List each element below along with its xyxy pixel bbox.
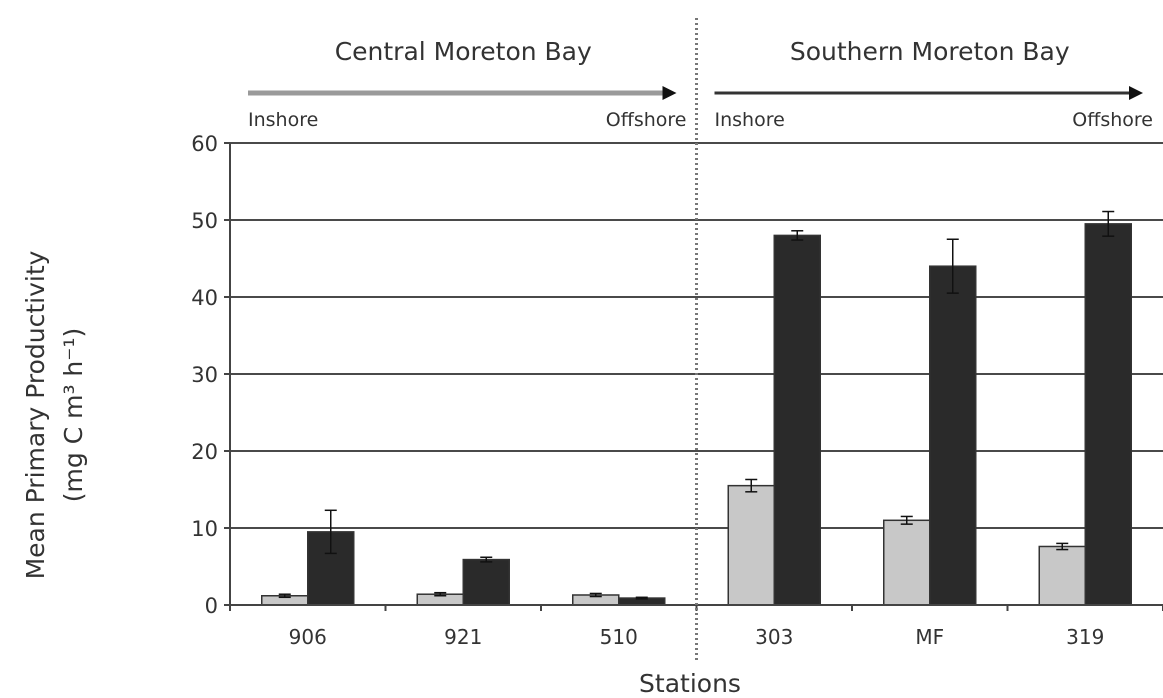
x-tick-label: 906 (289, 625, 327, 649)
x-axis-title: Stations (639, 669, 741, 698)
y-tick-label: 20 (191, 440, 218, 464)
bar-303-s1 (727, 484, 775, 606)
y-tick-label: 0 (205, 594, 218, 618)
y-tick-labels: 0 10 20 30 40 50 60 (191, 132, 230, 618)
arrow-head (1129, 86, 1143, 100)
region-label: Southern Moreton Bay (790, 37, 1070, 66)
region-label: Central Moreton Bay (335, 37, 592, 66)
x-tick-labels: 906 921 510 303 MF 319 (289, 625, 1105, 649)
y-tick-label: 10 (191, 517, 218, 541)
bar-921-s2 (462, 558, 510, 606)
bars (261, 223, 1132, 606)
y-tick-label: 50 (191, 209, 218, 233)
error-bars (278, 210, 1115, 600)
grid-lines (230, 142, 1163, 529)
y-axis-title-line2: (mg C m³ h⁻¹) (59, 328, 88, 502)
offshore-label: Offshore (1072, 109, 1153, 131)
bar-319-s1 (1038, 545, 1086, 606)
x-tick-label: 510 (600, 625, 638, 649)
bar-MF-s2 (929, 265, 977, 606)
x-tick-label: 319 (1066, 625, 1104, 649)
x-tick-label: 921 (444, 625, 482, 649)
bar-MF-s1 (883, 519, 931, 606)
y-axis-title-line1: Mean Primary Productivity (21, 250, 50, 579)
region-annotations: Central Moreton Bay Inshore Offshore Southe… (248, 18, 1153, 662)
x-tick-label: MF (915, 625, 944, 649)
y-tick-label: 30 (191, 363, 218, 387)
bar-303-s2 (773, 234, 821, 606)
x-tick-label: 303 (755, 625, 793, 649)
inshore-label: Inshore (248, 109, 318, 131)
y-tick-label: 40 (191, 286, 218, 310)
inshore-label: Inshore (715, 109, 785, 131)
arrow-head (662, 86, 677, 100)
bar-319-s2 (1084, 223, 1132, 606)
offshore-label: Offshore (606, 109, 687, 131)
y-tick-label: 60 (191, 132, 218, 156)
